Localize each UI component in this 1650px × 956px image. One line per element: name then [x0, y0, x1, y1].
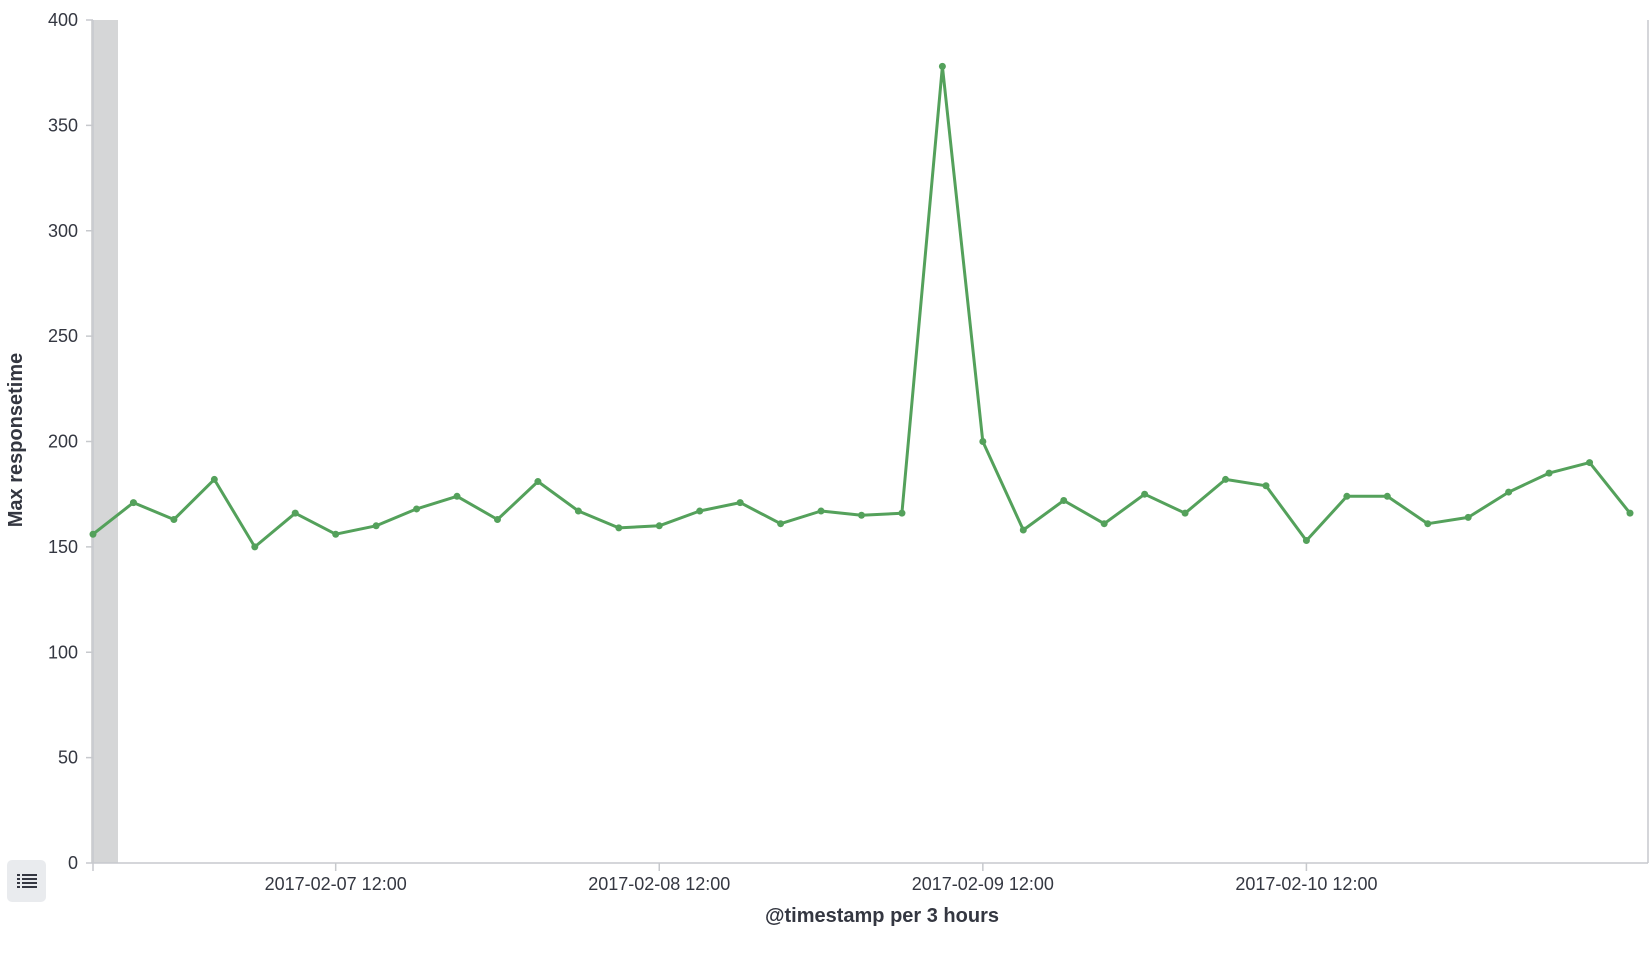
- data-point[interactable]: [736, 499, 744, 507]
- data-point[interactable]: [372, 522, 380, 530]
- data-point[interactable]: [655, 522, 663, 530]
- data-point[interactable]: [1505, 488, 1513, 496]
- y-tick-label: 200: [48, 432, 78, 452]
- y-axis-title: Max responsetime: [5, 353, 27, 528]
- x-tick-label: 2017-02-09 12:00: [912, 874, 1054, 894]
- data-point[interactable]: [1464, 513, 1472, 521]
- data-point[interactable]: [1302, 537, 1310, 545]
- data-point[interactable]: [1100, 520, 1108, 528]
- data-point[interactable]: [493, 515, 501, 523]
- data-point[interactable]: [979, 438, 987, 445]
- data-point[interactable]: [210, 475, 218, 483]
- data-point[interactable]: [1343, 492, 1351, 500]
- plot-start-band: [91, 20, 118, 863]
- data-point[interactable]: [1586, 459, 1594, 467]
- data-point[interactable]: [1383, 492, 1391, 500]
- data-point[interactable]: [129, 499, 137, 507]
- data-point[interactable]: [413, 505, 421, 513]
- y-tick-label: 0: [68, 853, 78, 873]
- x-axis-title: @timestamp per 3 hours: [765, 905, 999, 927]
- data-point[interactable]: [696, 507, 704, 515]
- y-tick-label: 250: [48, 326, 78, 346]
- data-point[interactable]: [777, 520, 785, 528]
- data-point[interactable]: [89, 530, 97, 538]
- data-point[interactable]: [170, 515, 178, 523]
- data-point[interactable]: [332, 530, 340, 538]
- data-point[interactable]: [1019, 526, 1027, 534]
- list-icon: [16, 874, 37, 888]
- y-tick-label: 100: [48, 642, 78, 662]
- y-tick-label: 50: [58, 748, 78, 768]
- x-axis-ticks: 2017-02-07 12:00 2017-02-08 12:00 2017-02-…: [92, 863, 1377, 894]
- series-layer: [89, 62, 1634, 551]
- legend-toggle-button[interactable]: [7, 860, 46, 902]
- data-point[interactable]: [1545, 469, 1553, 477]
- data-point[interactable]: [1141, 490, 1149, 498]
- data-point[interactable]: [574, 507, 582, 515]
- data-point[interactable]: [1222, 475, 1230, 483]
- series-line: [92, 64, 1632, 549]
- data-point[interactable]: [1262, 482, 1270, 490]
- y-tick-label: 400: [48, 10, 78, 30]
- data-point[interactable]: [938, 62, 946, 70]
- y-tick-label: 300: [48, 221, 78, 241]
- data-point[interactable]: [251, 543, 259, 551]
- data-point[interactable]: [615, 524, 623, 532]
- data-point[interactable]: [453, 492, 461, 500]
- data-point[interactable]: [1181, 509, 1189, 517]
- y-tick-label: 150: [48, 537, 78, 557]
- data-point[interactable]: [817, 507, 825, 515]
- data-point[interactable]: [858, 511, 865, 519]
- data-point[interactable]: [291, 509, 299, 517]
- data-point[interactable]: [1626, 509, 1634, 517]
- x-tick-label: 2017-02-10 12:00: [1235, 874, 1377, 894]
- x-tick-label: 2017-02-07 12:00: [265, 874, 407, 894]
- x-tick-label: 2017-02-08 12:00: [588, 874, 730, 894]
- data-point[interactable]: [1060, 497, 1068, 505]
- y-axis-ticks: 0 50 100 150 200 250 300 350 400: [48, 10, 93, 873]
- data-point[interactable]: [534, 478, 542, 486]
- y-tick-label: 350: [48, 115, 78, 135]
- data-point[interactable]: [1424, 520, 1432, 528]
- data-point[interactable]: [898, 509, 906, 517]
